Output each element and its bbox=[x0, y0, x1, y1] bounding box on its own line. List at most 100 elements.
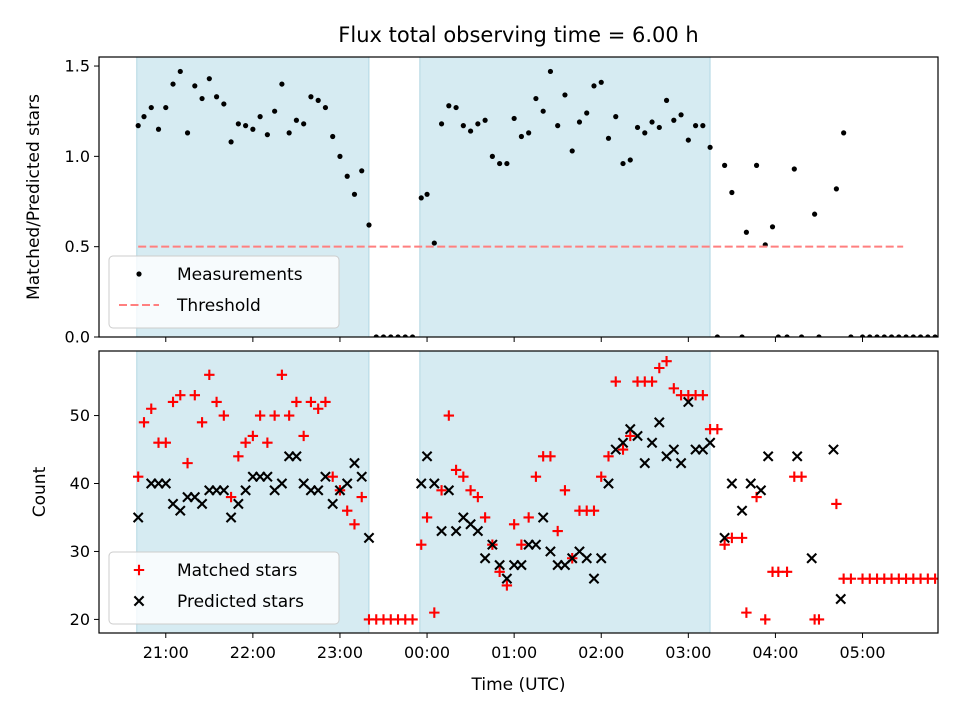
series-0-point-6 bbox=[175, 389, 186, 401]
series-0-point-28 bbox=[337, 153, 343, 159]
series-0-point-17 bbox=[254, 410, 266, 421]
series-0-point-24 bbox=[305, 396, 317, 408]
series-0-point-61 bbox=[576, 119, 583, 125]
series-1-point-42 bbox=[487, 539, 498, 551]
series-0-point-58 bbox=[555, 123, 561, 129]
series-1-point-41 bbox=[479, 552, 491, 564]
series-0-point-73 bbox=[663, 97, 670, 103]
series-0-point-107 bbox=[929, 573, 938, 584]
series-0-point-95 bbox=[841, 130, 847, 136]
bottom-plot-area: 21:00 22:00 23:00 00:00 01:00 02:00 03:00 04:00… bbox=[30, 350, 939, 695]
series-0-point-36 bbox=[395, 334, 401, 337]
series-0-point-72 bbox=[656, 124, 662, 131]
series-0-point-19 bbox=[269, 410, 280, 421]
series-1-point-68 bbox=[675, 457, 687, 469]
series-0-point-80 bbox=[714, 334, 720, 337]
chart-title: Flux total observing time = 6.00 h bbox=[338, 23, 698, 47]
series-0-point-26 bbox=[320, 396, 331, 408]
series-0-point-8 bbox=[192, 83, 198, 89]
top-plot-area: 0.0 0.5 1.0 1.5 Matched/Predicted stars Mea… bbox=[24, 56, 939, 347]
bottom-legend: Matched stars Predicted stars bbox=[108, 551, 340, 625]
x-tick-label-8: 05:00 bbox=[839, 643, 885, 662]
series-0-point-60 bbox=[569, 148, 575, 154]
series-0-point-29 bbox=[342, 505, 353, 516]
series-0-point-48 bbox=[482, 117, 488, 123]
series-0-point-48 bbox=[479, 512, 491, 523]
series-1-point-49 bbox=[537, 512, 549, 523]
series-0-point-75 bbox=[678, 112, 684, 118]
series-0-point-105 bbox=[917, 334, 924, 337]
bottom-x-ticks: 21:00 22:00 23:00 00:00 01:00 02:00 03:00 04:00… bbox=[143, 633, 886, 662]
series-0-point-39 bbox=[416, 539, 427, 550]
series-0-point-78 bbox=[700, 123, 706, 129]
series-0-point-107 bbox=[932, 334, 938, 337]
series-1-point-67 bbox=[668, 444, 680, 455]
series-1-point-21 bbox=[291, 450, 302, 462]
series-0-point-19 bbox=[272, 108, 278, 114]
series-0-point-45 bbox=[458, 471, 469, 482]
series-1-point-5 bbox=[174, 505, 186, 517]
series-0-point-40 bbox=[421, 512, 433, 523]
series-0-point-27 bbox=[327, 471, 338, 482]
series-0-point-23 bbox=[301, 121, 307, 127]
series-0-point-51 bbox=[501, 580, 513, 591]
series-0-point-97 bbox=[859, 334, 866, 337]
series-1-point-50 bbox=[545, 546, 556, 557]
top-plot-frame bbox=[98, 56, 939, 338]
series-0-point-83 bbox=[739, 334, 745, 337]
legend-box bbox=[108, 255, 340, 329]
series-0-point-66 bbox=[610, 376, 621, 387]
series-0-point-23 bbox=[298, 430, 309, 442]
series-1-point-69 bbox=[682, 396, 694, 408]
series-0-point-96 bbox=[845, 573, 857, 584]
series-0-point-44 bbox=[453, 104, 459, 111]
series-0-point-78 bbox=[697, 389, 709, 401]
series-0-point-26 bbox=[322, 104, 329, 111]
series-0-point-4 bbox=[160, 437, 171, 448]
series-0-point-76 bbox=[685, 137, 691, 143]
series-0-point-18 bbox=[264, 132, 270, 138]
series-0-point-6 bbox=[177, 68, 183, 75]
series-0-point-21 bbox=[286, 130, 292, 136]
series-0-point-84 bbox=[741, 607, 752, 618]
y-tick-label-0: 20 bbox=[70, 610, 90, 629]
series-0-point-98 bbox=[867, 334, 873, 337]
series-0-point-17 bbox=[257, 114, 263, 120]
series-0-point-9 bbox=[196, 417, 208, 428]
y-tick-label-1: 0.5 bbox=[65, 237, 90, 256]
top-data-marks bbox=[135, 68, 938, 337]
series-0-point-31 bbox=[356, 491, 367, 503]
series-0-point-14 bbox=[233, 451, 244, 462]
series-1-point-79 bbox=[791, 450, 803, 462]
series-0-point-18 bbox=[262, 437, 273, 448]
series-0-point-82 bbox=[726, 532, 738, 544]
y-tick-label-1: 30 bbox=[70, 542, 90, 561]
series-1-point-72 bbox=[704, 437, 716, 449]
series-0-point-56 bbox=[540, 108, 546, 114]
series-0-point-71 bbox=[646, 376, 658, 387]
series-0-point-89 bbox=[781, 566, 793, 578]
bottom-y-axis-label: Count bbox=[30, 466, 50, 517]
x-tick-label-3: 00:00 bbox=[404, 643, 450, 662]
series-0-point-55 bbox=[530, 471, 542, 482]
series-0-point-74 bbox=[671, 117, 677, 123]
series-0-point-38 bbox=[409, 334, 416, 337]
series-1-point-28 bbox=[341, 478, 353, 489]
series-1-point-76 bbox=[745, 478, 757, 489]
series-1-point-44 bbox=[501, 573, 513, 584]
series-1-point-3 bbox=[160, 478, 172, 489]
series-0-point-66 bbox=[613, 114, 619, 120]
series-0-point-77 bbox=[692, 123, 699, 129]
series-1-point-74 bbox=[726, 478, 738, 489]
x-tick-label-5: 02:00 bbox=[578, 643, 624, 662]
series-1-point-48 bbox=[530, 539, 542, 551]
series-0-point-47 bbox=[472, 491, 484, 503]
series-0-point-2 bbox=[148, 104, 154, 111]
series-1-point-25 bbox=[320, 471, 331, 483]
series-0-point-44 bbox=[450, 464, 462, 476]
series-1-point-64 bbox=[646, 437, 658, 449]
series-1-point-82 bbox=[835, 593, 847, 605]
series-1-point-8 bbox=[196, 498, 208, 510]
top-legend: Measurements Threshold bbox=[108, 255, 340, 329]
